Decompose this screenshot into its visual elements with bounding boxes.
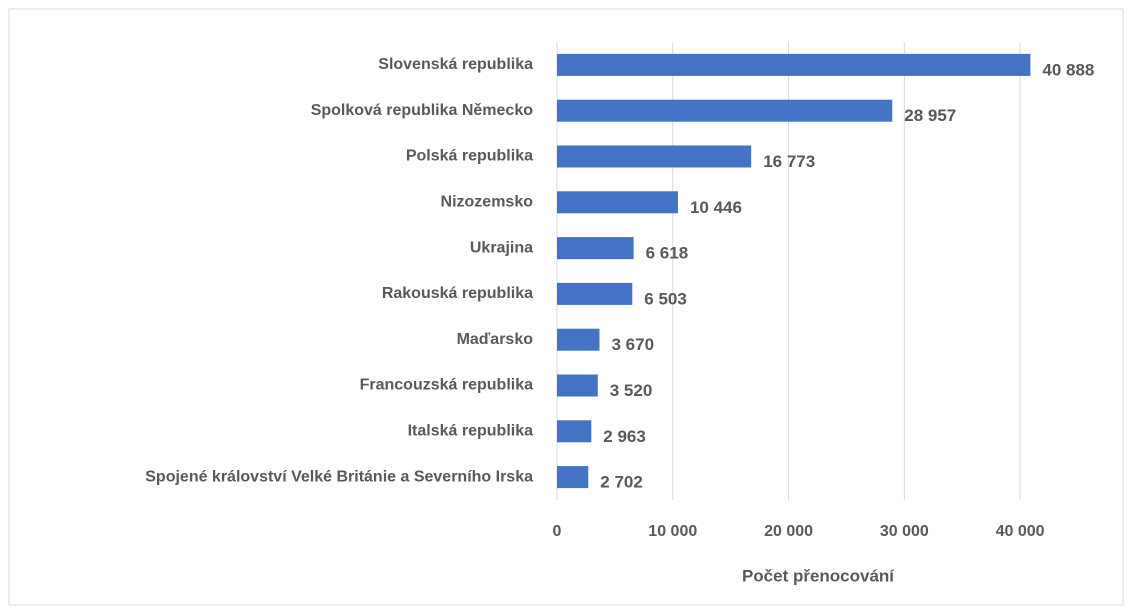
value-label: 28 957: [904, 106, 956, 125]
y-tick-label: Slovenská republika: [378, 56, 533, 73]
y-tick-label: Spolková republika Německo: [311, 102, 534, 119]
x-tick-label: 0: [553, 523, 562, 540]
bar: [557, 374, 598, 397]
value-label: 10 446: [690, 198, 742, 217]
y-tick-label: Maďarsko: [457, 331, 534, 348]
bar: [557, 99, 893, 122]
value-label: 6 503: [644, 289, 687, 308]
bar: [557, 328, 600, 351]
value-label: 6 618: [646, 244, 689, 263]
bar: [557, 466, 589, 489]
value-label: 3 520: [610, 381, 653, 400]
bar: [557, 145, 752, 168]
x-tick-label: 40 000: [996, 523, 1045, 540]
x-axis-title: Počet přenocování: [742, 566, 895, 585]
bar: [557, 191, 678, 214]
bar: [557, 282, 633, 305]
bar: [557, 53, 1031, 76]
chart-frame: [8, 8, 1124, 606]
y-tick-label: Spojené království Velké Británie a Seve…: [145, 468, 533, 485]
x-tick-label: 20 000: [764, 523, 813, 540]
y-tick-label: Rakouská republika: [382, 285, 533, 302]
x-tick-label: 10 000: [648, 523, 697, 540]
value-label: 16 773: [763, 152, 815, 171]
x-tick-label: 30 000: [880, 523, 929, 540]
y-tick-label: Ukrajina: [470, 239, 533, 256]
y-tick-label: Italská republika: [408, 423, 533, 440]
y-tick-label: Polská republika: [406, 148, 533, 165]
value-label: 2 702: [600, 473, 643, 492]
y-tick-label: Francouzská republika: [360, 377, 533, 394]
value-label: 40 888: [1042, 60, 1094, 79]
value-label: 2 963: [603, 427, 646, 446]
value-label: 3 670: [611, 335, 654, 354]
bar: [557, 420, 592, 443]
y-tick-label: Nizozemsko: [441, 194, 534, 211]
bar: [557, 237, 634, 260]
